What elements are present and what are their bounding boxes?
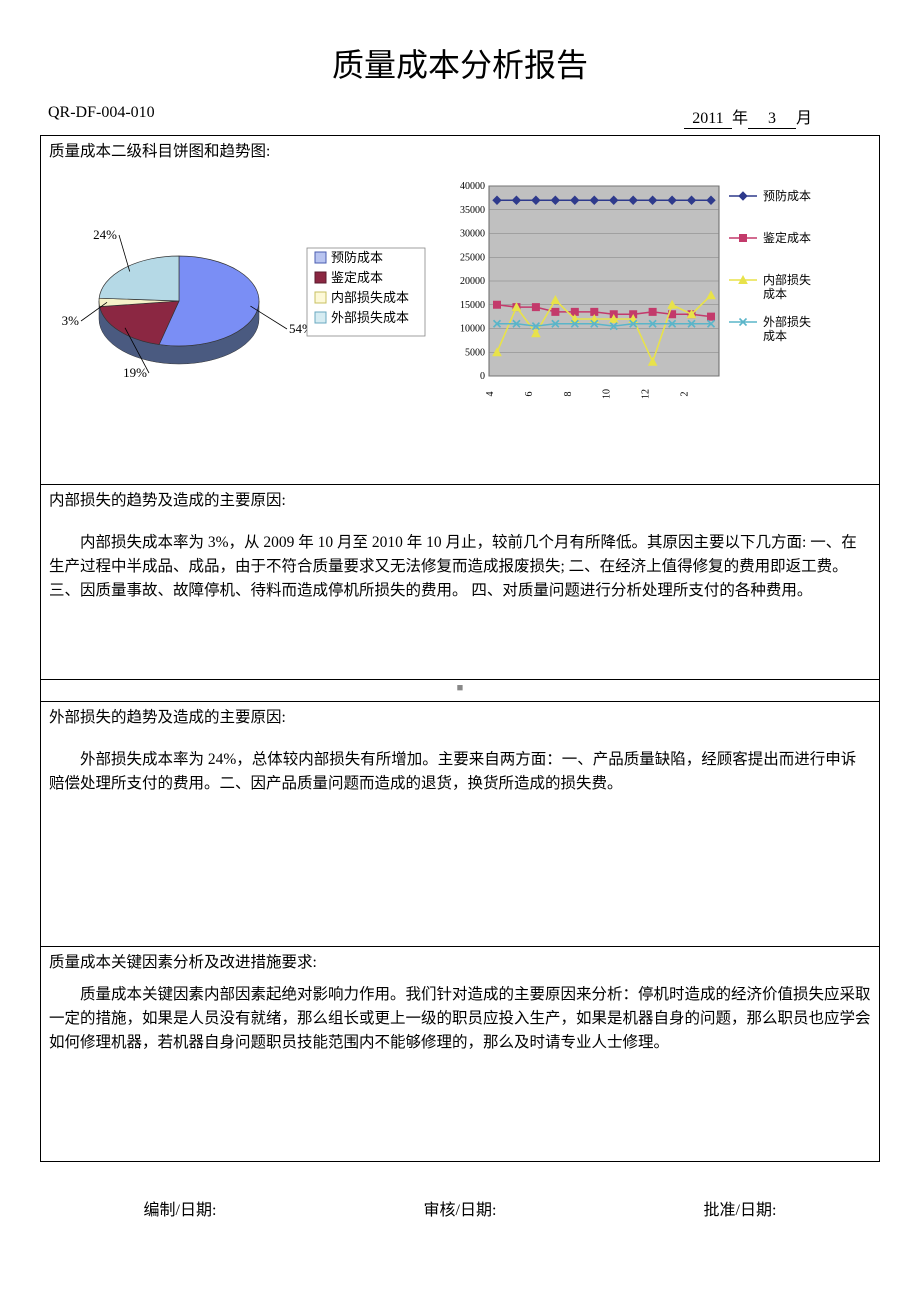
footer-row: 编制/日期: 审核/日期: 批准/日期:	[40, 1196, 880, 1220]
svg-text:40000: 40000	[460, 181, 485, 192]
svg-text:外部损失成本: 外部损失成本	[331, 310, 409, 325]
pie-svg: 54%19%3%24%预防成本鉴定成本内部损失成本外部损失成本	[49, 176, 429, 436]
svg-text:20000: 20000	[460, 276, 485, 287]
footer-review: 审核/日期:	[424, 1196, 497, 1220]
page-title: 质量成本分析报告	[40, 40, 880, 86]
svg-text:8: 8	[563, 392, 574, 397]
small-mark: ■	[49, 680, 871, 697]
svg-text:3%: 3%	[62, 313, 80, 328]
svg-text:12: 12	[641, 389, 652, 399]
year-label: 年	[732, 110, 748, 127]
svg-text:35000: 35000	[460, 205, 485, 216]
svg-text:24%: 24%	[93, 227, 117, 242]
key-title: 质量成本关键因素分析及改进措施要求:	[49, 951, 871, 975]
svg-text:成本: 成本	[763, 329, 787, 343]
svg-text:0: 0	[480, 371, 485, 382]
svg-text:30000: 30000	[460, 229, 485, 240]
doc-number: QR-DF-004-010	[48, 104, 155, 129]
section-external: 外部损失的趋势及造成的主要原因: 外部损失成本率为 24%，总体较内部损失有所增…	[41, 702, 880, 947]
year-value: 2011	[684, 110, 732, 129]
svg-text:10: 10	[602, 389, 613, 399]
svg-text:10000: 10000	[460, 324, 485, 335]
month-label: 月	[796, 110, 812, 127]
svg-text:25000: 25000	[460, 252, 485, 263]
internal-title: 内部损失的趋势及造成的主要原因:	[49, 489, 871, 513]
svg-text:鉴定成本: 鉴定成本	[763, 230, 811, 245]
footer-make: 编制/日期:	[144, 1196, 217, 1220]
external-body: 外部损失成本率为 24%，总体较内部损失有所增加。主要来自两方面：一、产品质量缺…	[49, 748, 871, 796]
svg-text:2: 2	[680, 392, 691, 397]
line-svg: 0 5000 10000 15000 20000 25000 30000 35000 40000…	[439, 176, 859, 436]
line-chart: 0 5000 10000 15000 20000 25000 30000 35000 40000…	[439, 176, 859, 476]
svg-text:内部损失: 内部损失	[763, 272, 811, 287]
svg-text:19%: 19%	[123, 365, 147, 380]
svg-text:成本: 成本	[763, 287, 787, 301]
internal-body: 内部损失成本率为 3%，从 2009 年 10 月至 2010 年 10 月止，…	[49, 531, 871, 603]
section-charts: 质量成本二级科目饼图和趋势图: 54%19%3%24%预防成本鉴定成本内部损失成…	[41, 136, 880, 485]
section-internal: 内部损失的趋势及造成的主要原因: 内部损失成本率为 3%，从 2009 年 10…	[41, 485, 880, 680]
charts-section-title: 质量成本二级科目饼图和趋势图:	[49, 140, 871, 164]
date-field: 2011年3月	[684, 104, 812, 129]
svg-text:15000: 15000	[460, 300, 485, 311]
svg-text:6: 6	[524, 392, 535, 397]
pie-chart: 54%19%3%24%预防成本鉴定成本内部损失成本外部损失成本	[49, 176, 429, 476]
svg-text:预防成本: 预防成本	[331, 250, 383, 265]
svg-text:5000: 5000	[465, 347, 485, 358]
svg-text:预防成本: 预防成本	[763, 188, 811, 203]
key-body: 质量成本关键因素内部因素起绝对影响力作用。我们针对造成的主要原因来分析：停机时造…	[49, 983, 871, 1055]
meta-row: QR-DF-004-010 2011年3月	[48, 104, 872, 129]
section-key: 质量成本关键因素分析及改进措施要求: 质量成本关键因素内部因素起绝对影响力作用。…	[41, 947, 880, 1162]
svg-text:内部损失成本: 内部损失成本	[331, 290, 409, 305]
report-table: 质量成本二级科目饼图和趋势图: 54%19%3%24%预防成本鉴定成本内部损失成…	[40, 135, 880, 1162]
month-value: 3	[748, 110, 796, 129]
external-title: 外部损失的趋势及造成的主要原因:	[49, 706, 871, 730]
svg-text:鉴定成本: 鉴定成本	[331, 270, 383, 285]
svg-text:4: 4	[485, 392, 496, 397]
footer-approve: 批准/日期:	[704, 1196, 777, 1220]
small-mark-cell: ■	[41, 680, 880, 702]
svg-text:外部损失: 外部损失	[763, 314, 811, 329]
